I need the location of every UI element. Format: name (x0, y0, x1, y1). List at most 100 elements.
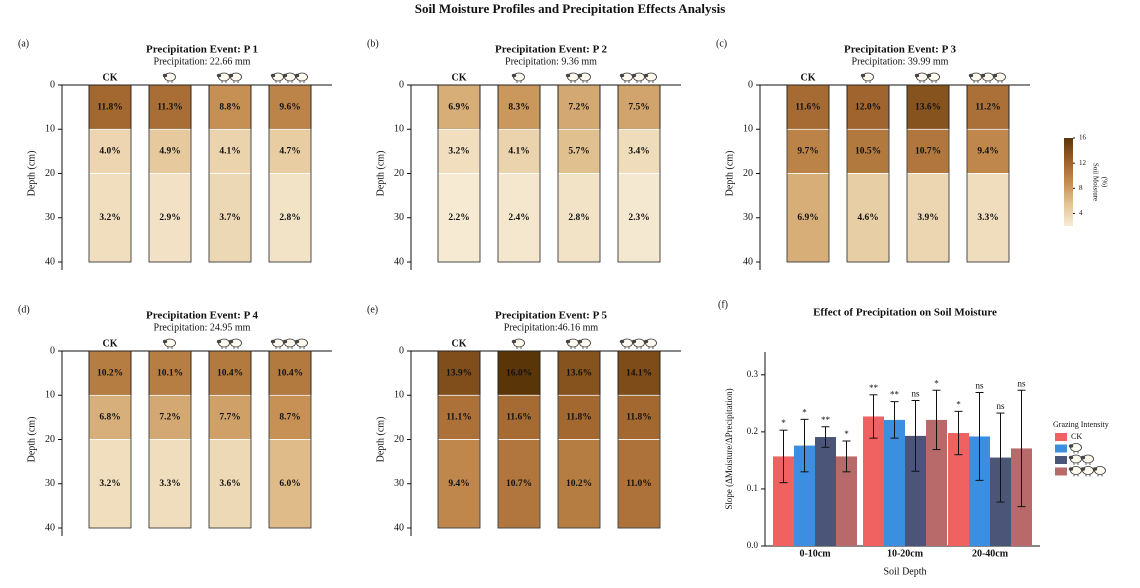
sheep-icon (1080, 454, 1094, 465)
y-axis-label: Depth (cm) (724, 151, 735, 197)
figure-title: Soil Moisture Profiles and Precipitation… (415, 1, 726, 16)
cell-label: 7.2% (159, 413, 180, 423)
cell-label: 8.8% (219, 102, 240, 112)
sheep-head (162, 73, 168, 78)
column-outline (88, 84, 132, 263)
colorbar-label: (%) (1100, 177, 1108, 188)
sheep-icon (643, 72, 657, 83)
column-outline (268, 350, 312, 529)
panel-subtitle: Precipitation: 24.95 mm (154, 322, 251, 333)
sheep-head (992, 73, 998, 78)
column-header: CK (452, 72, 467, 83)
sheep-head (294, 73, 300, 78)
panel-subtitle: Precipitation: 9.36 mm (505, 56, 597, 67)
sheep-head (619, 339, 625, 344)
y-tick-label: 20 (394, 434, 404, 445)
bar (863, 416, 884, 546)
soil-cell (497, 350, 541, 396)
sheep-icon (270, 72, 284, 83)
bar (926, 419, 947, 546)
sheep-head (643, 339, 649, 344)
y-tick-label: 10 (394, 390, 404, 401)
sheep-icon (968, 72, 982, 83)
cell-label: 10.7% (915, 147, 941, 157)
legend-label: CK (1071, 432, 1082, 441)
column-outline (966, 84, 1010, 263)
panel-label: (c) (716, 38, 727, 49)
y-axis-label: Depth (cm) (26, 417, 37, 463)
y-tick-label: 0 (399, 345, 404, 356)
y-tick-label: 0 (399, 79, 404, 90)
sheep-head (914, 73, 920, 78)
sheep-icon (926, 72, 940, 83)
cell-label: 13.6% (566, 368, 592, 378)
y-tick-label: 0 (748, 79, 753, 90)
sheep-head (162, 339, 168, 344)
column-outline (437, 84, 481, 263)
sheep-icon (294, 338, 308, 349)
soil-cell (846, 128, 890, 174)
significance-label: ** (821, 415, 831, 425)
sheep-head (294, 339, 300, 344)
soil-cell (88, 394, 132, 440)
colorbar-tick-label: 12 (1079, 159, 1087, 167)
y-tick-label: 10 (45, 390, 55, 401)
cell-label: 3.9% (917, 213, 938, 223)
column-outline (437, 350, 481, 529)
cell-label: 2.8% (568, 213, 589, 223)
cell-label: 7.2% (568, 102, 589, 112)
sheep-icon (577, 72, 591, 83)
panel-title: Effect of Precipitation on Soil Moisture (813, 307, 997, 319)
column-header: CK (103, 72, 118, 83)
significance-label: ns (1017, 378, 1026, 388)
column-outline (846, 84, 890, 263)
sheep-icon (216, 72, 230, 83)
cell-label: 3.4% (628, 147, 649, 157)
sheep-icon (1068, 466, 1082, 477)
sheep-head (1068, 467, 1074, 471)
sheep-icon (565, 338, 579, 349)
cell-label: 3.2% (99, 479, 120, 489)
cell-label: 10.1% (157, 368, 183, 378)
column-outline (786, 84, 830, 263)
colorbar-tick-label: 8 (1079, 184, 1083, 192)
sheep-head (228, 339, 234, 344)
cell-label: 11.2% (975, 102, 1001, 112)
sheep-icon (282, 338, 296, 349)
x-tick-label: 0-10cm (799, 548, 831, 559)
cell-label: 14.1% (626, 368, 652, 378)
panel-subtitle: Precipitation: 22.66 mm (154, 56, 251, 67)
y-tick-label: 10 (394, 124, 404, 135)
cell-label: 9.7% (797, 147, 818, 157)
column-outline (497, 350, 541, 529)
panel-label: (d) (18, 304, 30, 315)
sheep-icon (643, 338, 657, 349)
sheep-head (1080, 455, 1086, 460)
soil-cell (846, 84, 890, 130)
soil-cell (557, 394, 601, 440)
y-tick-label: 10 (45, 124, 55, 135)
bar (773, 456, 794, 546)
sheep-head (282, 73, 288, 78)
colorbar-tick-label: 4 (1079, 209, 1083, 217)
cell-label: 6.0% (279, 479, 300, 489)
sheep-head (980, 73, 986, 78)
cell-label: 11.8% (566, 413, 592, 423)
y-tick-label: 40 (45, 522, 55, 533)
sheep-icon (162, 338, 176, 349)
error-bar (821, 426, 830, 448)
error-bar (779, 429, 788, 484)
cell-label: 3.3% (977, 213, 998, 223)
sheep-icon (619, 338, 633, 349)
panel-label: (f) (718, 299, 728, 310)
cell-label: 11.3% (157, 102, 183, 112)
y-tick-label: 0.3 (747, 369, 759, 379)
sheep-icon (1068, 443, 1082, 454)
bar (905, 435, 926, 546)
cell-label: 7.5% (628, 102, 649, 112)
cell-label: 11.0% (626, 479, 652, 489)
sheep-icon (1092, 466, 1106, 477)
colorbar-label: Soil Moisture (1091, 163, 1099, 201)
sheep-head (1068, 444, 1074, 448)
panel-title: Precipitation Event: P 2 (495, 44, 607, 56)
